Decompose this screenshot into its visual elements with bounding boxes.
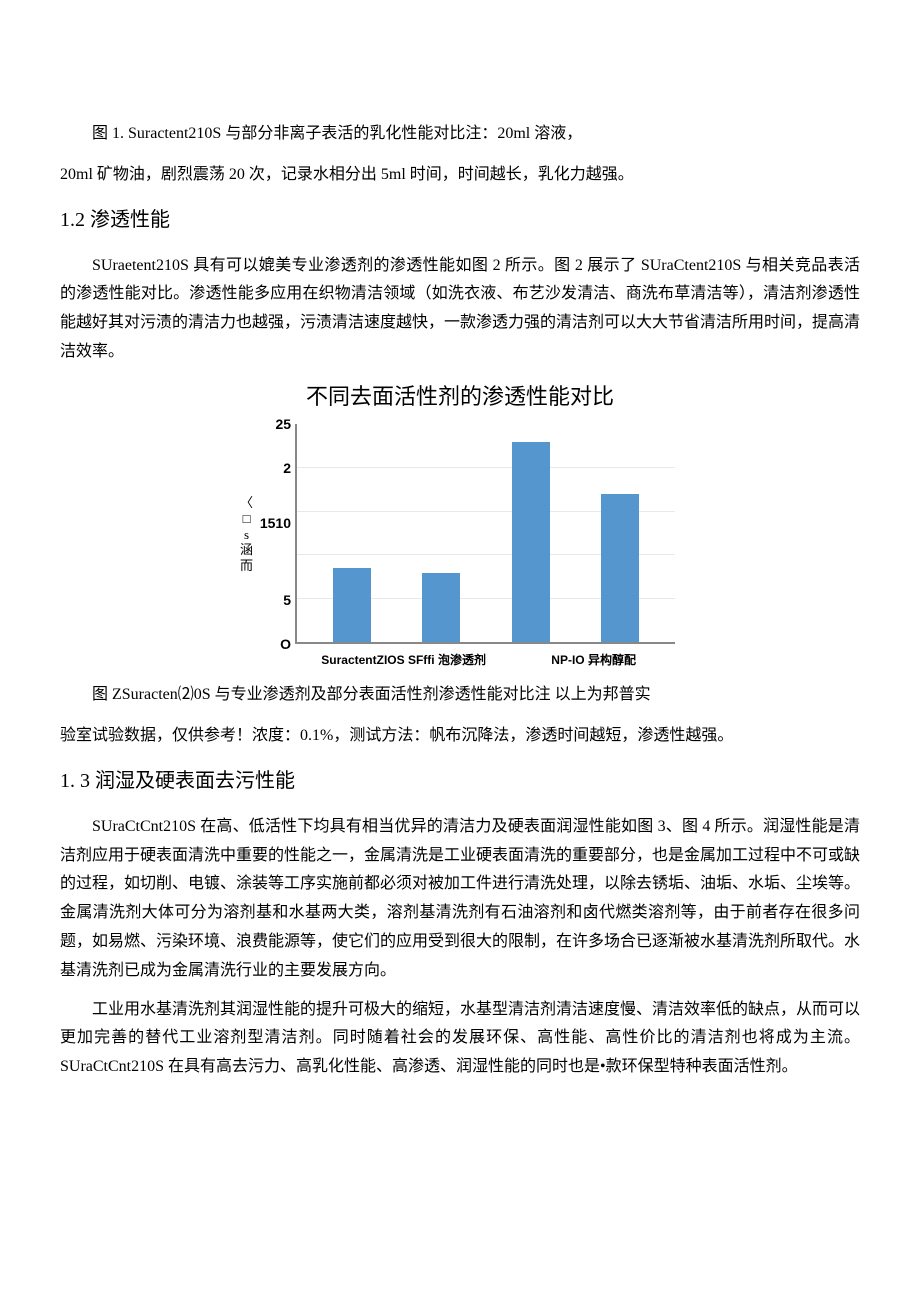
chart2-y-label-char: 而 [240,558,253,574]
chart2-y-tick: 25 [275,417,291,431]
chart2-y-tick: 2 [283,461,291,475]
section-1-3-para2: 工业用水基清洗剂其润湿性能的提升可极大的缩短，水基型清洁剂清洁速度慢、清洁效率低… [60,996,860,1082]
chart2-y-tick: O [280,637,291,651]
chart2-y-ticks: 25215105O [255,424,295,644]
chart2-area: 〈□s涵而 25215105O [240,424,680,644]
section-1-3-para1: SUraCtCnt210S 在高、低活性下均具有相当优异的清洁力及硬表面润湿性能… [60,813,860,986]
fig2-caption-line2: 验室试验数据，仅供参考！浓度：0.1%，测试方法：帆布沉降法，渗透时间越短，渗透… [60,722,860,751]
chart2-y-tick: 5 [283,593,291,607]
fig1-caption-line1: 图 1. Suractent210S 与部分非离子表活的乳化性能对比注：20ml… [60,120,860,149]
fig1-caption-line2: 20ml 矿物油，剧烈震荡 20 次，记录水相分出 5ml 时间，时间越长，乳化… [60,161,860,190]
chart2-bar [601,494,639,642]
chart2-x-labels: SuractentZIOS SFffi 泡渗透剂 NP-IO 异构醇配 [300,650,680,672]
chart2-title: 不同去面活性剂的渗透性能对比 [60,377,860,417]
chart2-y-label-char: 〈 [240,495,253,511]
chart2-y-label-char: s [240,527,253,543]
chart2-container: 〈□s涵而 25215105O SuractentZIOS SFffi 泡渗透剂… [240,424,680,672]
chart2-bars [297,424,675,642]
chart2-bar [422,573,460,643]
chart2-y-label-char: 涵 [240,542,253,558]
chart2-y-tick: 1510 [260,516,291,530]
chart2-y-label-char: □ [240,511,253,527]
chart2-plot [295,424,675,644]
x-label-right: NP-IO 异构醇配 [507,650,680,672]
chart2-wrapper: 不同去面活性剂的渗透性能对比 〈□s涵而 25 2 1510 5 O Suractent… [60,377,860,675]
heading-1-3: 1. 3 润湿及硬表面去污性能 [60,763,860,799]
section-1-2-para: SUraetent210S 具有可以媲美专业渗透剂的渗透性能如图 2 所示。图 … [60,252,860,367]
x-label-left: SuractentZIOS SFffi 泡渗透剂 [300,650,507,672]
chart2-bar [512,442,550,643]
chart2-bar [333,568,371,642]
chart2-x-axis: SuractentZIOS SFffi 泡渗透剂 NP-IO 异构醇配 [300,644,680,672]
fig2-caption-line1: 图 ZSuracten⑵0S 与专业渗透剂及部分表面活性剂渗透性能对比注 以上为… [60,681,860,710]
heading-1-2: 1.2 渗透性能 [60,202,860,238]
chart2-y-label: 〈□s涵而 [240,424,255,644]
